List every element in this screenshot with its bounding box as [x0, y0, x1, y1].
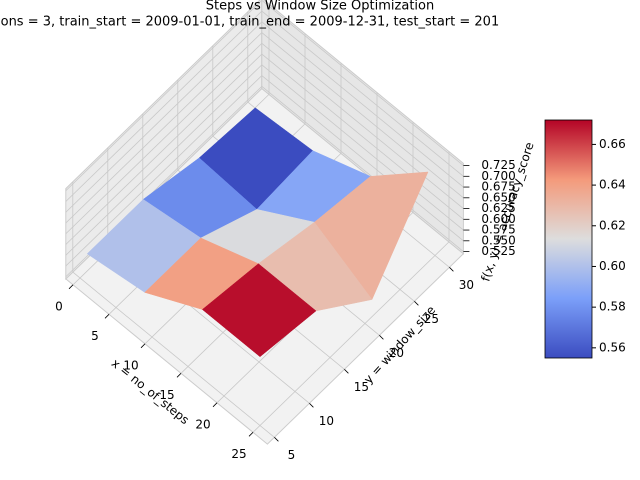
grid-line — [65, 64, 263, 256]
y-tick-label: 10 — [319, 414, 334, 428]
y-tick-label: 15 — [354, 380, 369, 394]
tick-mark — [309, 403, 314, 408]
y-tick-label: 30 — [459, 278, 474, 292]
colorbar-tick-label: 0.58 — [599, 300, 626, 314]
grid-line — [261, 86, 464, 252]
colorbar-tick-label: 0.62 — [599, 218, 626, 232]
grid-line — [65, 0, 263, 192]
y-tick-label: 5 — [288, 448, 296, 462]
tick-mark — [449, 267, 454, 272]
grid-line — [261, 43, 464, 209]
grid-line — [261, 75, 464, 242]
x-tick-label: 10 — [123, 358, 138, 372]
grid-line — [65, 43, 263, 235]
z-tick-label: 0.625 — [481, 201, 515, 215]
grid-line — [261, 32, 464, 199]
surface — [86, 107, 429, 358]
grid-line — [261, 53, 464, 220]
z-tick-label: 0.600 — [481, 212, 515, 226]
grid-line — [261, 64, 464, 231]
z-tick-label: 0.650 — [481, 190, 515, 204]
tick-mark — [212, 402, 218, 408]
grid-line — [72, 271, 275, 438]
y-tick-label: 25 — [424, 312, 439, 326]
z-tick-label: 0.725 — [481, 158, 515, 172]
colorbar-tick-label: 0.56 — [599, 340, 626, 354]
grid-line — [252, 241, 450, 433]
chart-subtitle: ions = 3, train_start = 2009-01-01, trai… — [0, 15, 499, 30]
tick-mark — [104, 314, 110, 319]
surface-face — [202, 263, 317, 358]
z-tick-label: 0.700 — [481, 169, 515, 183]
grid-line — [65, 10, 263, 202]
x-tick-label: 5 — [91, 329, 99, 343]
z-tick-label: 0.525 — [481, 244, 515, 258]
tick-mark — [248, 432, 254, 437]
grid-line — [261, 21, 464, 188]
y-tick-label: 20 — [389, 346, 404, 360]
grid-line — [261, 0, 464, 166]
colorbar-tick-label: 0.60 — [599, 259, 626, 273]
z-tick-label: 0.575 — [481, 223, 515, 237]
x-tick-label: 15 — [159, 388, 174, 402]
tick-mark — [344, 369, 349, 374]
tick-mark — [68, 284, 74, 290]
colorbar-tick-label: 0.66 — [599, 137, 626, 151]
x-tick-label: 20 — [195, 417, 210, 431]
tick-mark — [140, 343, 146, 349]
tick-mark — [379, 335, 384, 340]
grid-line — [65, 21, 263, 213]
tick-mark — [176, 373, 182, 378]
z-tick-label: 0.675 — [481, 180, 515, 194]
x-tick-label: 25 — [231, 447, 246, 461]
colorbar — [544, 119, 593, 359]
grid-line — [65, 75, 263, 267]
tick-mark — [414, 301, 419, 306]
colorbar-tick-label: 0.64 — [599, 178, 626, 192]
grid-line — [65, 32, 263, 224]
grid-line — [261, 10, 464, 177]
tick-mark — [274, 437, 279, 442]
chart-title: Steps vs Window Size Optimization — [206, 0, 434, 14]
x-tick-label: 0 — [55, 299, 63, 313]
z-tick-label: 0.550 — [481, 233, 515, 247]
grid-line — [65, 53, 263, 245]
